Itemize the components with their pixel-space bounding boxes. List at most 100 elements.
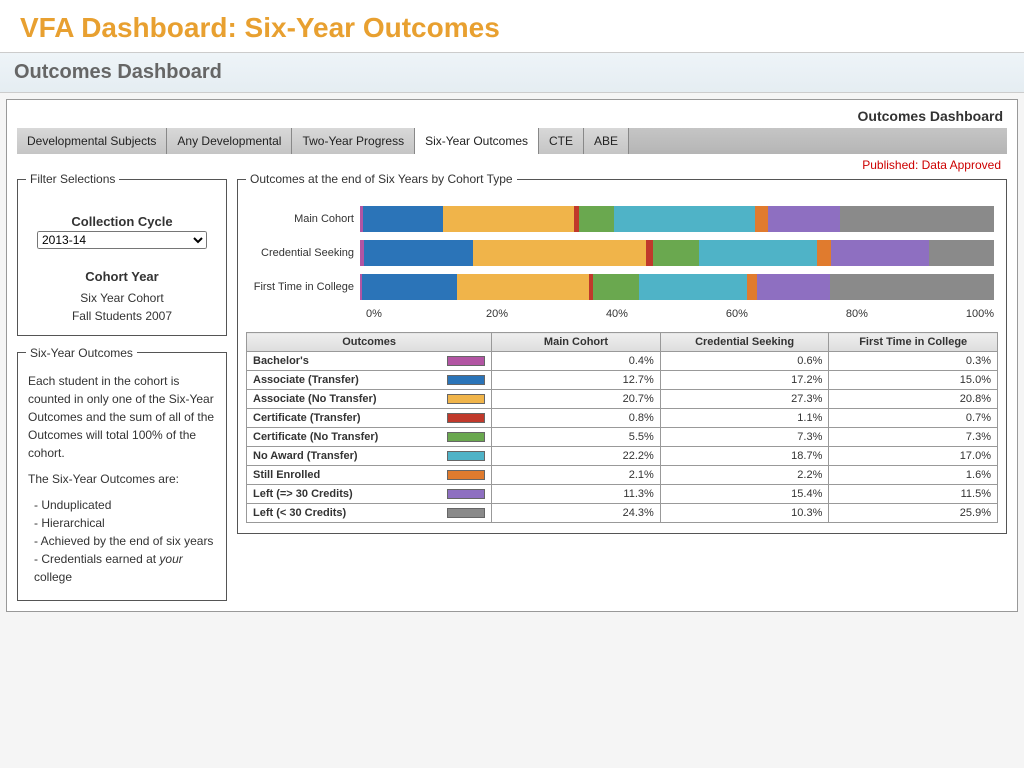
outcome-name: Left (=> 30 Credits) [253,488,353,500]
chart-bar [360,274,994,300]
chart-segment [840,206,994,232]
table-row: Left (< 30 Credits)24.3%10.3%25.9% [247,504,998,523]
outcome-name: Certificate (Transfer) [253,412,361,424]
chart-segment [362,274,457,300]
main-panel: Outcomes Dashboard Developmental Subject… [6,99,1018,612]
info-bullets: UnduplicatedHierarchicalAchieved by the … [34,496,216,586]
chart-segment [699,240,817,266]
filter-fieldset: Filter Selections Collection Cycle 2013-… [17,172,227,336]
cohort-label: Cohort Year [26,267,218,287]
table-cell: 15.0% [829,371,998,390]
axis-label: 60% [726,308,846,320]
cohort-line: Six Year Cohort [26,289,218,307]
color-swatch [447,413,485,423]
tab-developmental-subjects[interactable]: Developmental Subjects [17,128,167,154]
tab-abe[interactable]: ABE [584,128,629,154]
tab-any-developmental[interactable]: Any Developmental [167,128,292,154]
info-bullet: Achieved by the end of six years [34,532,216,550]
table-cell: 17.0% [829,447,998,466]
table-cell: 0.6% [660,352,829,371]
chart-segment [646,240,653,266]
table-cell: 5.5% [492,428,661,447]
tabs: Developmental SubjectsAny DevelopmentalT… [17,128,1007,154]
outcome-name: Left (< 30 Credits) [253,507,346,519]
info-para: The Six-Year Outcomes are: [28,470,216,488]
chart-row-label: Credential Seeking [250,247,360,259]
table-row: No Award (Transfer)22.2%18.7%17.0% [247,447,998,466]
table-row: Still Enrolled2.1%2.2%1.6% [247,466,998,485]
header-bar: Outcomes Dashboard [0,52,1024,93]
chart-row-label: Main Cohort [250,213,360,225]
axis-label: 0% [366,308,486,320]
tab-six-year-outcomes[interactable]: Six-Year Outcomes [415,128,539,154]
chart-segment [363,206,444,232]
chart-segment [364,240,473,266]
info-bullet: Hierarchical [34,514,216,532]
tab-two-year-progress[interactable]: Two-Year Progress [292,128,415,154]
table-cell: 0.4% [492,352,661,371]
color-swatch [447,470,485,480]
table-row: Certificate (No Transfer)5.5%7.3%7.3% [247,428,998,447]
color-swatch [447,451,485,461]
chart-fieldset: Outcomes at the end of Six Years by Coho… [237,172,1007,534]
table-row: Certificate (Transfer) 0.8%1.1%0.7% [247,409,998,428]
table-cell: 11.3% [492,485,661,504]
axis-label: 80% [846,308,966,320]
chart-segment [653,240,699,266]
table-cell: 0.3% [829,352,998,371]
chart-legend: Outcomes at the end of Six Years by Coho… [246,172,517,186]
color-swatch [447,356,485,366]
axis-label: 100% [966,308,994,320]
sub-header: Outcomes Dashboard [17,106,1007,128]
bar-chart: Main Cohort Credential Seeking First Time … [246,194,998,332]
table-cell: 0.8% [492,409,661,428]
axis-label: 20% [486,308,606,320]
table-cell: 1.6% [829,466,998,485]
table-cell: 0.7% [829,409,998,428]
color-swatch [447,394,485,404]
table-row: Associate (No Transfer)20.7%27.3%20.8% [247,390,998,409]
chart-segment [579,206,614,232]
table-header: First Time in College [829,333,998,352]
table-cell: 10.3% [660,504,829,523]
table-header: Credential Seeking [660,333,829,352]
chart-segment [747,274,757,300]
table-cell: 17.2% [660,371,829,390]
cohort-line: Fall Students 2007 [26,307,218,325]
info-para: Each student in the cohort is counted in… [28,372,216,462]
chart-segment [473,240,646,266]
status-text: Published: Data Approved [17,154,1007,172]
table-cell: 11.5% [829,485,998,504]
outcome-name: No Award (Transfer) [253,450,358,462]
info-bullet: Unduplicated [34,496,216,514]
table-row: Left (=> 30 Credits)11.3%15.4%11.5% [247,485,998,504]
cycle-label: Collection Cycle [26,214,218,229]
chart-segment [639,274,747,300]
chart-segment [831,240,929,266]
chart-segment [830,274,994,300]
table-header: Outcomes [247,333,492,352]
table-cell: 24.3% [492,504,661,523]
table-cell: 1.1% [660,409,829,428]
chart-row-label: First Time in College [250,281,360,293]
table-cell: 27.3% [660,390,829,409]
table-cell: 12.7% [492,371,661,390]
table-row: Associate (Transfer)12.7%17.2%15.0% [247,371,998,390]
table-cell: 7.3% [829,428,998,447]
table-row: Bachelor's 0.4%0.6%0.3% [247,352,998,371]
chart-bar [360,206,994,232]
outcome-name: Bachelor's [253,355,309,367]
info-bullet: Credentials earned at your college [34,550,216,586]
outcome-name: Still Enrolled [253,469,320,481]
tab-cte[interactable]: CTE [539,128,584,154]
table-cell: 2.2% [660,466,829,485]
table-cell: 18.7% [660,447,829,466]
chart-segment [443,206,574,232]
chart-segment [457,274,589,300]
page-title: VFA Dashboard: Six-Year Outcomes [0,0,1024,52]
collection-cycle-select[interactable]: 2013-14 [37,231,207,249]
color-swatch [447,375,485,385]
table-cell: 20.7% [492,390,661,409]
filter-legend: Filter Selections [26,172,119,186]
outcomes-table: OutcomesMain CohortCredential SeekingFir… [246,332,998,523]
